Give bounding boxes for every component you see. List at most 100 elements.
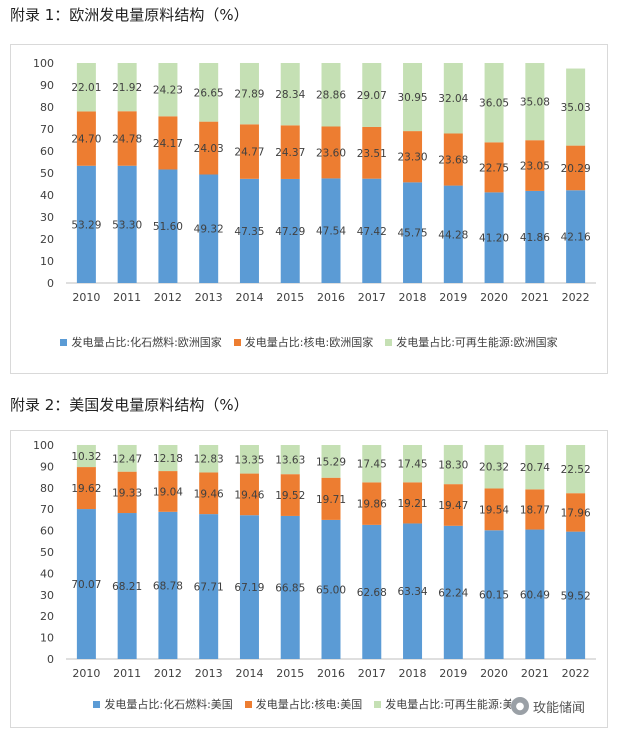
data-label-fossil: 51.60 [153,221,183,233]
data-label-fossil: 67.71 [194,582,224,594]
data-label-renewable: 30.95 [398,92,428,104]
legend-item-fossil: 发电量占比:化石燃料:欧洲国家 [60,334,222,350]
data-label-fossil: 68.21 [112,581,142,593]
data-label-nuclear: 19.47 [438,500,468,512]
x-tick-label: 2020 [480,667,508,680]
bar-segment-nuclear [321,126,341,179]
usa-chart: 0 10 20 30 40 50 60 70 80 90 100 70.07 19.62 10.32 201… [10,430,608,728]
bar-segment-renewable [199,63,219,122]
y-tick-label: 20 [40,233,54,246]
bar-segment-nuclear [525,489,545,530]
bar-segment-nuclear [443,133,463,186]
bar-segment-renewable [566,445,586,494]
x-tick-label: 2018 [399,291,427,304]
data-label-nuclear: 24.77 [234,147,264,159]
data-label-renewable: 12.47 [112,453,142,465]
data-label-nuclear: 19.62 [71,483,101,495]
data-label-fossil: 53.30 [112,219,142,231]
data-label-renewable: 24.23 [153,85,183,97]
data-label-renewable: 12.83 [194,454,224,466]
y-tick-label: 50 [40,167,54,180]
bar-segment-renewable [403,63,423,132]
y-tick-label: 20 [40,610,54,623]
data-label-renewable: 15.29 [316,456,346,468]
data-label-nuclear: 18.77 [520,504,550,516]
bar-segment-nuclear [280,474,300,516]
usa-chart-plot: 0 10 20 30 40 50 60 70 80 90 100 70.07 19.62 10.32 201… [33,439,596,680]
data-label-fossil: 45.75 [398,228,428,240]
bar-segment-renewable [280,445,300,475]
data-label-nuclear: 19.52 [275,490,305,502]
data-label-fossil: 70.07 [71,579,101,591]
bar-segment-nuclear [158,116,178,170]
bar-segment-nuclear [484,142,504,193]
y-tick-label: 100 [33,439,54,452]
data-label-fossil: 47.54 [316,226,346,238]
data-label-renewable: 18.30 [438,460,468,472]
bar-segment-fossil [321,519,341,659]
bar-segment-nuclear [321,477,341,520]
data-label-renewable: 20.74 [520,462,550,474]
y-tick-label: 90 [40,79,54,92]
x-tick-label: 2019 [439,667,467,680]
data-label-renewable: 20.32 [479,462,509,474]
bar-segment-fossil [403,523,423,659]
bar-segment-renewable [199,445,219,473]
x-tick-label: 2011 [113,667,141,680]
y-tick-label: 0 [47,653,54,666]
data-label-nuclear: 19.33 [112,487,142,499]
x-tick-label: 2022 [562,667,590,680]
data-label-renewable: 36.05 [479,98,509,110]
data-label-nuclear: 19.54 [479,504,509,516]
legend-swatch [233,338,241,346]
bar-segment-fossil [280,515,300,659]
data-label-nuclear: 23.68 [438,155,468,167]
bar-segment-renewable [443,444,463,485]
legend-label: 发电量占比:化石燃料:美国 [104,698,233,711]
data-label-renewable: 29.07 [357,90,387,102]
chart-1-title: 附录 1：欧洲发电量原料结构（%） [10,6,249,24]
bar-segment-fossil [199,514,219,659]
legend-item-renewable: 发电量占比:可再生能源:美国 [374,696,525,712]
bar-segment-fossil [403,182,423,283]
bar-segment-nuclear [525,140,545,191]
europe-chart: 0 10 20 30 40 50 60 70 80 90 100 53.29 24.70 22.01 201… [10,44,608,374]
bar-segment-nuclear [117,111,137,166]
data-label-renewable: 22.52 [561,464,591,476]
data-label-fossil: 63.34 [398,586,428,598]
bar-segment-fossil [158,511,178,659]
bar-segment-renewable [280,63,300,126]
data-label-nuclear: 19.46 [234,489,264,501]
x-tick-label: 2019 [439,291,467,304]
bar-segment-nuclear [362,126,382,179]
data-label-renewable: 28.34 [275,89,305,101]
y-tick-label: 60 [40,525,54,538]
data-label-nuclear: 17.96 [561,507,591,519]
y-tick-label: 0 [47,277,54,290]
x-tick-label: 2017 [358,291,386,304]
data-label-fossil: 62.68 [357,587,387,599]
bar-segment-nuclear [280,125,300,179]
data-label-fossil: 47.35 [234,226,264,238]
data-label-nuclear: 23.30 [398,152,428,164]
data-label-fossil: 41.20 [479,233,509,245]
y-tick-label: 90 [40,460,54,473]
y-tick-label: 70 [40,123,54,136]
data-label-renewable: 35.03 [561,102,591,114]
data-label-renewable: 32.04 [438,93,468,105]
x-tick-label: 2010 [72,291,100,304]
bar-segment-nuclear [76,111,96,166]
y-tick-label: 80 [40,101,54,114]
legend-item-renewable: 发电量占比:可再生能源:欧洲国家 [385,334,558,350]
data-label-fossil: 67.19 [234,582,264,594]
bar-segment-fossil [525,190,545,283]
data-label-fossil: 65.00 [316,584,346,596]
data-label-renewable: 27.89 [234,89,264,101]
data-label-fossil: 47.29 [275,226,305,238]
bar-segment-renewable [443,63,463,134]
bar-segment-renewable [117,444,137,472]
data-label-renewable: 12.18 [153,453,183,465]
bar-segment-fossil [443,525,463,659]
data-label-fossil: 42.16 [561,232,591,244]
bar-segment-fossil [362,524,382,659]
